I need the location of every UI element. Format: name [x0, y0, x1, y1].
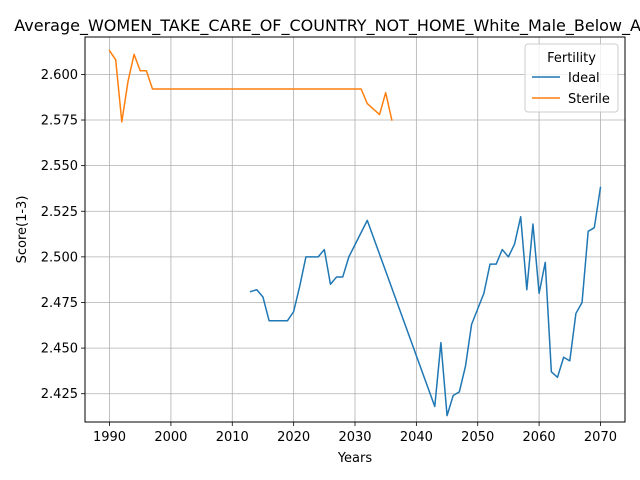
x-tick-label: 2010 [216, 430, 249, 445]
x-tick-label: 2060 [523, 430, 556, 445]
x-axis-ticks: 1990 2000 2010 2020 2030 2040 2050 2060 2070 [93, 422, 617, 445]
legend: Fertility Ideal Sterile [524, 43, 619, 113]
y-tick-label: 2.500 [41, 250, 78, 265]
x-axis-label: Years [337, 451, 373, 466]
series-line-ideal [249, 186, 602, 417]
series-line-sterile [108, 49, 393, 123]
y-tick-label: 2.475 [41, 296, 78, 311]
legend-label-ideal: Ideal [568, 71, 600, 86]
y-tick-label: 2.450 [41, 342, 78, 357]
x-tick-label: 2050 [461, 430, 494, 445]
x-tick-label: 2070 [584, 430, 617, 445]
legend-title: Fertility [547, 51, 596, 66]
y-tick-label: 2.525 [41, 205, 78, 220]
y-tick-label: 2.550 [41, 159, 78, 174]
y-tick-label: 2.575 [41, 114, 78, 129]
chart-title: Average_WOMEN_TAKE_CARE_OF_COUNTRY_NOT_H… [14, 16, 640, 36]
x-tick-label: 1990 [93, 430, 126, 445]
y-tick-label: 2.425 [41, 387, 78, 402]
series-layer [108, 49, 602, 417]
x-tick-label: 2040 [400, 430, 433, 445]
y-axis-label: Score(1-3) [15, 196, 30, 264]
x-tick-label: 2000 [154, 430, 187, 445]
legend-label-sterile: Sterile [568, 92, 610, 107]
y-tick-label: 2.600 [41, 68, 78, 83]
x-tick-label: 2020 [277, 430, 310, 445]
x-tick-label: 2030 [338, 430, 371, 445]
y-axis-ticks: 2.425 2.450 2.475 2.500 2.525 2.550 2.575 2.600 [41, 68, 85, 402]
legend-box [524, 43, 619, 113]
